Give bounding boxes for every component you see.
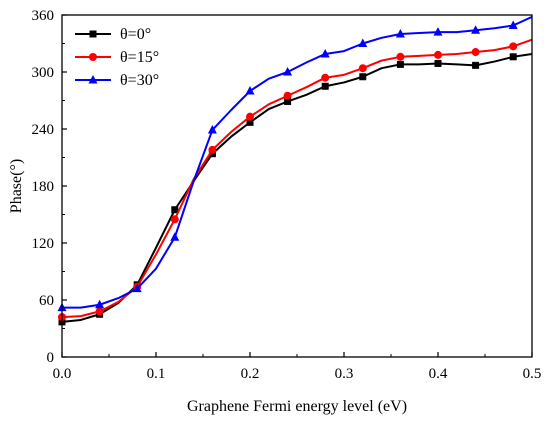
- data-point-1-12: [283, 91, 292, 100]
- series-line-2: [62, 15, 533, 309]
- legend-label-2: θ=30°: [120, 72, 159, 89]
- legend-label-0: θ=0°: [120, 26, 151, 43]
- x-tick-label-5: 0.5: [523, 366, 542, 382]
- legend-marker-0: [89, 30, 97, 38]
- data-point-2-22: [471, 25, 481, 34]
- y-tick-label-0: 0: [47, 350, 55, 366]
- data-point-2-18: [395, 29, 405, 38]
- series-2: [57, 15, 533, 312]
- x-tick-label-2: 0.2: [241, 366, 260, 382]
- data-point-1-18: [396, 52, 405, 61]
- y-tick-label-1: 60: [39, 293, 54, 309]
- legend-label-1: θ=15°: [120, 49, 159, 66]
- data-point-2-10: [245, 86, 255, 95]
- data-point-1-16: [358, 64, 367, 73]
- y-tick-label-4: 240: [32, 122, 55, 138]
- data-point-0-22: [472, 61, 480, 69]
- data-point-0-12: [284, 97, 292, 105]
- data-point-0-6: [171, 206, 179, 214]
- data-point-2-2: [95, 299, 105, 309]
- data-point-0-20: [434, 59, 442, 67]
- data-point-0-16: [359, 73, 367, 81]
- y-axis-title: Phase(°): [8, 159, 25, 213]
- y-tick-label-3: 180: [32, 179, 55, 195]
- data-point-1-20: [434, 50, 442, 59]
- axes-group: 0.0 0.1 0.2 0.3 0.4 0.5 0 60 120 180 240 300 360: [32, 8, 542, 382]
- data-point-2-4: [132, 283, 142, 293]
- data-point-1-8: [208, 145, 217, 154]
- series-line-1: [61, 38, 533, 319]
- data-point-2-20: [433, 27, 443, 36]
- data-point-2-8: [207, 124, 217, 134]
- data-point-2-14: [320, 48, 330, 58]
- series-group: [57, 15, 533, 326]
- data-point-0-10: [246, 118, 254, 126]
- x-tick-label-0: 0.0: [53, 366, 72, 382]
- x-axis-title: Graphene Fermi energy level (eV): [187, 398, 407, 415]
- y-tick-label-5: 300: [32, 65, 55, 81]
- data-point-1-22: [471, 48, 480, 57]
- data-point-1-24: [509, 42, 518, 51]
- series-0: [58, 52, 533, 326]
- data-point-0-18: [396, 60, 404, 68]
- x-tick-label-3: 0.3: [335, 366, 354, 382]
- data-point-1-2: [95, 307, 104, 316]
- data-point-1-10: [246, 112, 254, 121]
- data-point-0-24: [509, 53, 517, 61]
- data-point-2-6: [170, 232, 180, 241]
- x-tick-label-4: 0.4: [429, 366, 448, 382]
- legend: θ=0° θ=15° θ=30°: [75, 26, 159, 89]
- data-point-0-14: [321, 82, 329, 90]
- legend-marker-2: [88, 75, 98, 84]
- data-point-1-14: [321, 73, 330, 82]
- data-point-2-16: [358, 38, 368, 47]
- x-tick-label-1: 0.1: [147, 366, 166, 382]
- data-point-2-12: [283, 67, 293, 76]
- y-tick-label-6: 360: [32, 8, 55, 24]
- series-line-0: [61, 52, 533, 323]
- data-point-1-6: [170, 215, 179, 224]
- y-tick-label-2: 120: [32, 236, 55, 252]
- legend-marker-1: [89, 53, 97, 61]
- data-point-2-24: [508, 20, 518, 29]
